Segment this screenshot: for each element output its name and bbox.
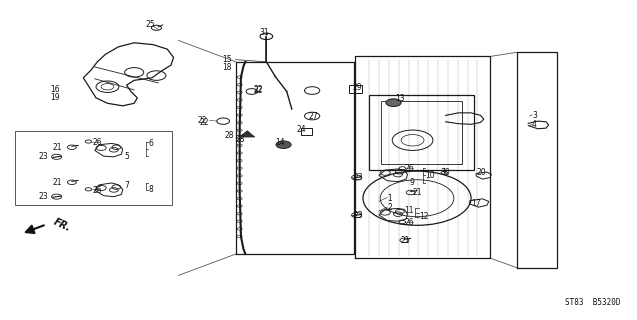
Bar [15,131,173,204]
Text: 15: 15 [222,55,231,64]
Text: 22: 22 [253,86,262,95]
Bar [381,101,462,164]
Text: 20: 20 [476,168,486,177]
Text: 23: 23 [354,211,363,220]
Text: 22: 22 [197,116,207,125]
Text: 26: 26 [405,218,415,227]
Text: 7: 7 [125,181,129,190]
Text: 22: 22 [199,118,208,127]
Text: 9: 9 [410,179,414,188]
Text: 21: 21 [52,178,62,187]
Text: 28: 28 [225,131,234,140]
Text: 23: 23 [354,173,363,182]
Text: 6: 6 [148,139,153,148]
Text: 21: 21 [52,143,62,152]
Text: 29: 29 [352,83,362,92]
Text: ST83  B5320D: ST83 B5320D [565,298,620,307]
Text: 19: 19 [50,93,60,102]
Polygon shape [239,131,255,137]
Text: 27: 27 [309,112,318,121]
Text: 22: 22 [254,85,263,94]
Text: 21: 21 [413,188,422,197]
Bar [349,85,362,93]
Text: 11: 11 [404,206,414,215]
Text: 14: 14 [275,138,285,147]
Text: 21: 21 [400,236,410,245]
Text: 8: 8 [148,185,153,194]
Text: 18: 18 [222,63,231,72]
Text: 23: 23 [38,152,48,161]
Bar [301,127,312,134]
Text: 31: 31 [260,28,269,37]
Text: 13: 13 [395,94,404,103]
Text: 24: 24 [296,125,306,134]
Text: 30: 30 [441,168,450,177]
Text: 17: 17 [471,198,481,207]
Text: 1: 1 [387,194,392,204]
Text: 10: 10 [426,172,435,180]
Circle shape [276,141,291,148]
Text: 4: 4 [532,120,537,129]
Text: 26: 26 [93,186,103,195]
Circle shape [386,99,401,107]
Text: 26: 26 [405,164,415,173]
Text: 26: 26 [93,138,103,147]
Text: 25: 25 [146,20,155,29]
Text: 2: 2 [387,203,392,212]
Text: 3: 3 [532,111,537,120]
Text: 23: 23 [38,192,48,201]
Text: 5: 5 [125,152,129,161]
Text: 28: 28 [236,135,245,144]
Text: 16: 16 [50,85,60,94]
Bar [369,95,474,170]
Text: 12: 12 [419,212,429,221]
Text: FR.: FR. [52,217,72,234]
